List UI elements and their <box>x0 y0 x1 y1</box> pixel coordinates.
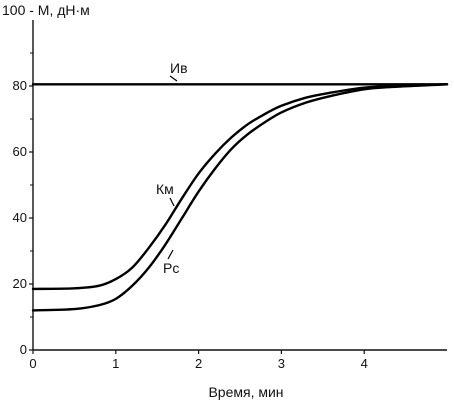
y-tick-label: 0 <box>20 342 27 357</box>
series-line-km <box>31 83 449 291</box>
y-tick-label: 40 <box>13 210 27 225</box>
x-tick-label: 1 <box>112 356 119 371</box>
series-label-km: Км <box>156 181 174 197</box>
series-labels: Ив Км Рс <box>156 60 188 276</box>
series-label-iv: Ив <box>170 60 188 76</box>
y-axis-title: 100 - M, дН·м <box>2 2 90 18</box>
x-axis-title: Время, мин <box>208 384 283 400</box>
series-leader-km <box>169 197 175 207</box>
axes: 0 20 40 60 80 0 1 2 3 4 <box>13 20 447 371</box>
y-tick-label: 60 <box>13 144 27 159</box>
x-tick-label: 2 <box>195 356 202 371</box>
series-label-rs: Рс <box>163 260 179 276</box>
y-tick-label: 20 <box>13 276 27 291</box>
series-lines <box>31 83 449 312</box>
x-tick-label: 0 <box>29 356 36 371</box>
series-line-rs <box>31 83 449 312</box>
series-leader-rs <box>167 249 174 260</box>
series-leader-iv <box>169 75 178 82</box>
y-tick-label: 80 <box>13 78 27 93</box>
x-tick-label: 4 <box>361 356 368 371</box>
x-tick-label: 3 <box>278 356 285 371</box>
